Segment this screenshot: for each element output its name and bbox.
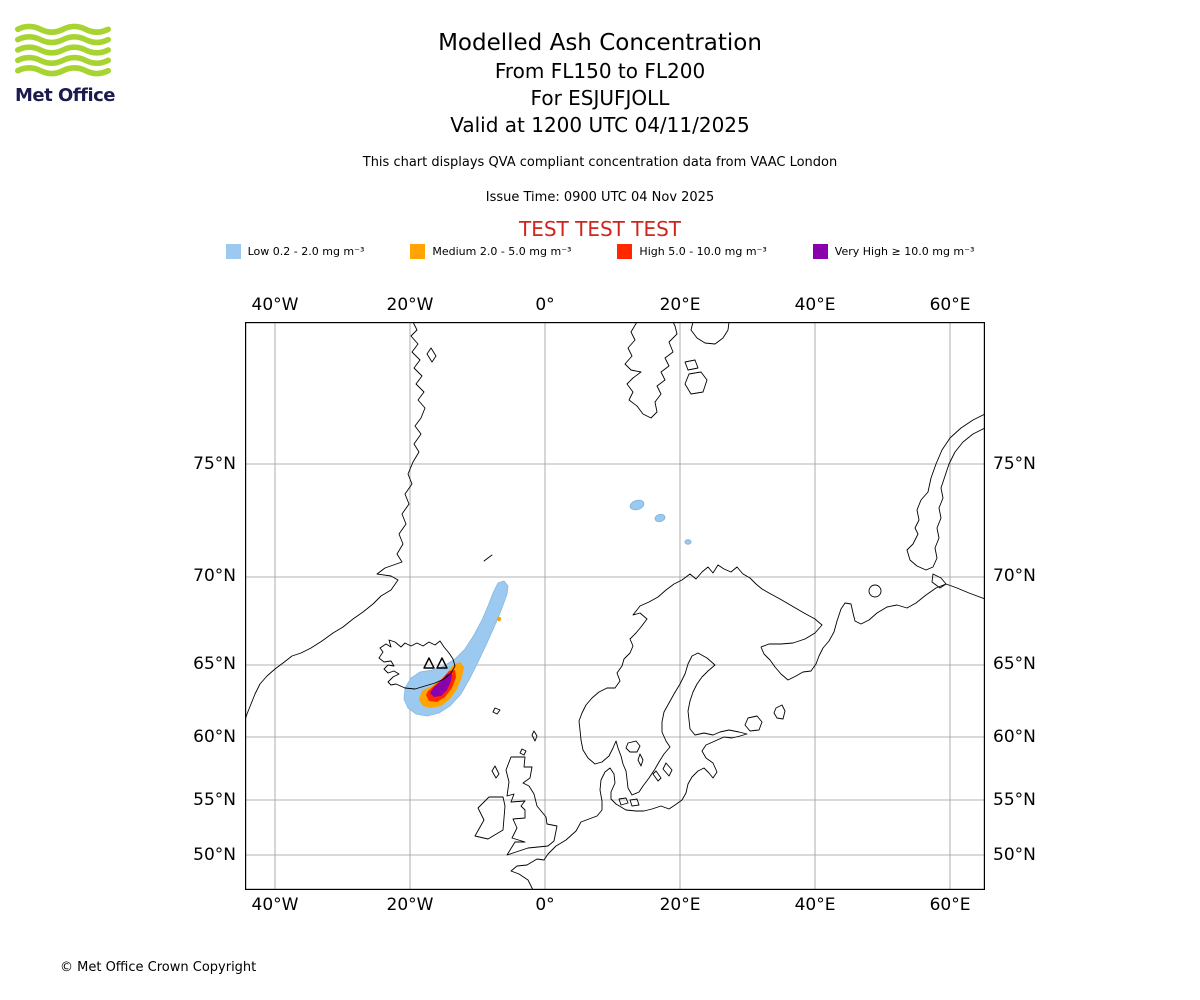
map-border	[245, 322, 985, 890]
logo-wave	[15, 65, 111, 77]
lon-tick-bottom: 0°	[535, 895, 555, 915]
logo-wave	[15, 23, 111, 35]
qva-compliance-note: This chart displays QVA compliant concen…	[362, 155, 838, 170]
met-office-logo-waves	[15, 23, 111, 77]
island-kolguyev	[868, 584, 882, 598]
lon-tick-top: 0°	[535, 295, 555, 315]
legend-item-medium: Medium 2.0 - 5.0 mg m⁻³	[410, 244, 571, 259]
lon-tick-top: 60°E	[929, 295, 971, 315]
legend-item-low: Low 0.2 - 2.0 mg m⁻³	[225, 244, 365, 259]
legend-swatch-high	[617, 244, 633, 259]
lon-tick-top: 20°W	[386, 295, 434, 315]
legend-swatch-very-high	[812, 244, 828, 259]
legend-swatch-low	[225, 244, 241, 259]
ash-low	[403, 580, 509, 717]
ash-very-high	[430, 674, 452, 697]
lat-tick-right: 65°N	[993, 654, 1036, 674]
coast-iceland	[378, 639, 456, 690]
lon-tick-bottom: 60°E	[929, 895, 971, 915]
coast-mainland-europe	[510, 564, 986, 891]
test-banner: TEST TEST TEST	[518, 217, 681, 241]
island-gotland	[662, 762, 673, 777]
flight-level-subtitle: From FL150 to FL200	[494, 59, 706, 83]
island-zealand	[618, 797, 629, 806]
lon-tick-top: 40°E	[794, 295, 836, 315]
coast-svalbard-spitsbergen	[624, 321, 678, 419]
logo-waves-group	[15, 23, 111, 77]
issue-time: Issue Time: 0900 UTC 04 Nov 2025	[485, 190, 715, 205]
logo-wave	[15, 34, 111, 46]
lon-tick-bottom: 40°W	[251, 895, 299, 915]
lat-tick-right: 75°N	[993, 454, 1036, 474]
ash-plume	[403, 499, 692, 717]
lake-ladoga	[744, 715, 763, 732]
lat-tick-right: 55°N	[993, 790, 1036, 810]
island-vaygach	[931, 573, 947, 589]
lon-tick-top: 40°W	[251, 295, 299, 315]
coast-greenland	[244, 321, 426, 721]
legend-item-very-high: Very High ≥ 10.0 mg m⁻³	[812, 244, 975, 259]
coast-svalbard-nordaustlandet	[690, 321, 730, 345]
logo-wave	[15, 54, 111, 66]
island-oland	[652, 770, 662, 782]
map-canvas	[244, 321, 986, 891]
copyright: © Met Office Crown Copyright	[60, 960, 257, 975]
map-area	[244, 321, 986, 891]
chart-title: Modelled Ash Concentration	[438, 30, 762, 56]
lake-onega	[773, 704, 786, 720]
lat-tick-left: 60°N	[193, 727, 236, 747]
legend-label-medium: Medium 2.0 - 5.0 mg m⁻³	[432, 245, 572, 258]
map-grid	[245, 322, 985, 890]
lon-tick-bottom: 20°W	[386, 895, 434, 915]
ash-low	[684, 539, 692, 545]
island-funen	[629, 798, 640, 807]
island-hebrides	[491, 765, 500, 779]
lon-tick-top: 20°E	[659, 295, 701, 315]
lake-vanern	[625, 740, 641, 753]
island-shetland	[531, 730, 538, 742]
legend-label-low: Low 0.2 - 2.0 mg m⁻³	[247, 245, 365, 258]
island-jan-mayen	[483, 554, 493, 562]
legend-item-high: High 5.0 - 10.0 mg m⁻³	[617, 244, 767, 259]
lat-tick-left: 70°N	[193, 566, 236, 586]
coast-greenland-islet	[426, 347, 437, 363]
coast-uk	[505, 756, 558, 856]
concentration-legend: Low 0.2 - 2.0 mg m⁻³ Medium 2.0 - 5.0 mg …	[0, 244, 1200, 259]
legend-label-very-high: Very High ≥ 10.0 mg m⁻³	[834, 245, 975, 258]
lake-vattern	[637, 753, 644, 767]
island-faroes	[492, 707, 501, 715]
lat-tick-right: 70°N	[993, 566, 1036, 586]
coast-ireland	[474, 796, 506, 840]
coast-novaya-zemlya	[906, 413, 986, 571]
volcano-marker	[423, 657, 435, 669]
ash-low	[629, 499, 645, 511]
legend-swatch-medium	[410, 244, 426, 259]
volcano-marker	[436, 657, 448, 669]
island-orkney	[519, 748, 527, 756]
valid-time-subtitle: Valid at 1200 UTC 04/11/2025	[450, 113, 750, 137]
lon-tick-bottom: 40°E	[794, 895, 836, 915]
lat-tick-right: 60°N	[993, 727, 1036, 747]
met-office-logo: Met Office	[15, 22, 125, 106]
lat-tick-left: 75°N	[193, 454, 236, 474]
lat-tick-right: 50°N	[993, 845, 1036, 865]
lon-tick-bottom: 20°E	[659, 895, 701, 915]
ash-medium	[496, 616, 502, 622]
coastlines	[244, 321, 986, 891]
lat-tick-left: 55°N	[193, 790, 236, 810]
lat-tick-left: 50°N	[193, 845, 236, 865]
title-block: Modelled Ash Concentration From FL150 to…	[0, 28, 1200, 241]
ash-low	[654, 513, 666, 523]
lat-tick-left: 65°N	[193, 654, 236, 674]
coast-svalbard-barentsoya	[684, 359, 699, 371]
coast-svalbard-edgeoya	[684, 371, 708, 395]
volcano-markers	[423, 657, 448, 669]
volcano-subtitle: For ESJUFJOLL	[530, 86, 670, 110]
logo-wave	[15, 44, 111, 56]
legend-label-high: High 5.0 - 10.0 mg m⁻³	[639, 245, 767, 258]
met-office-wordmark: Met Office	[15, 85, 116, 106]
